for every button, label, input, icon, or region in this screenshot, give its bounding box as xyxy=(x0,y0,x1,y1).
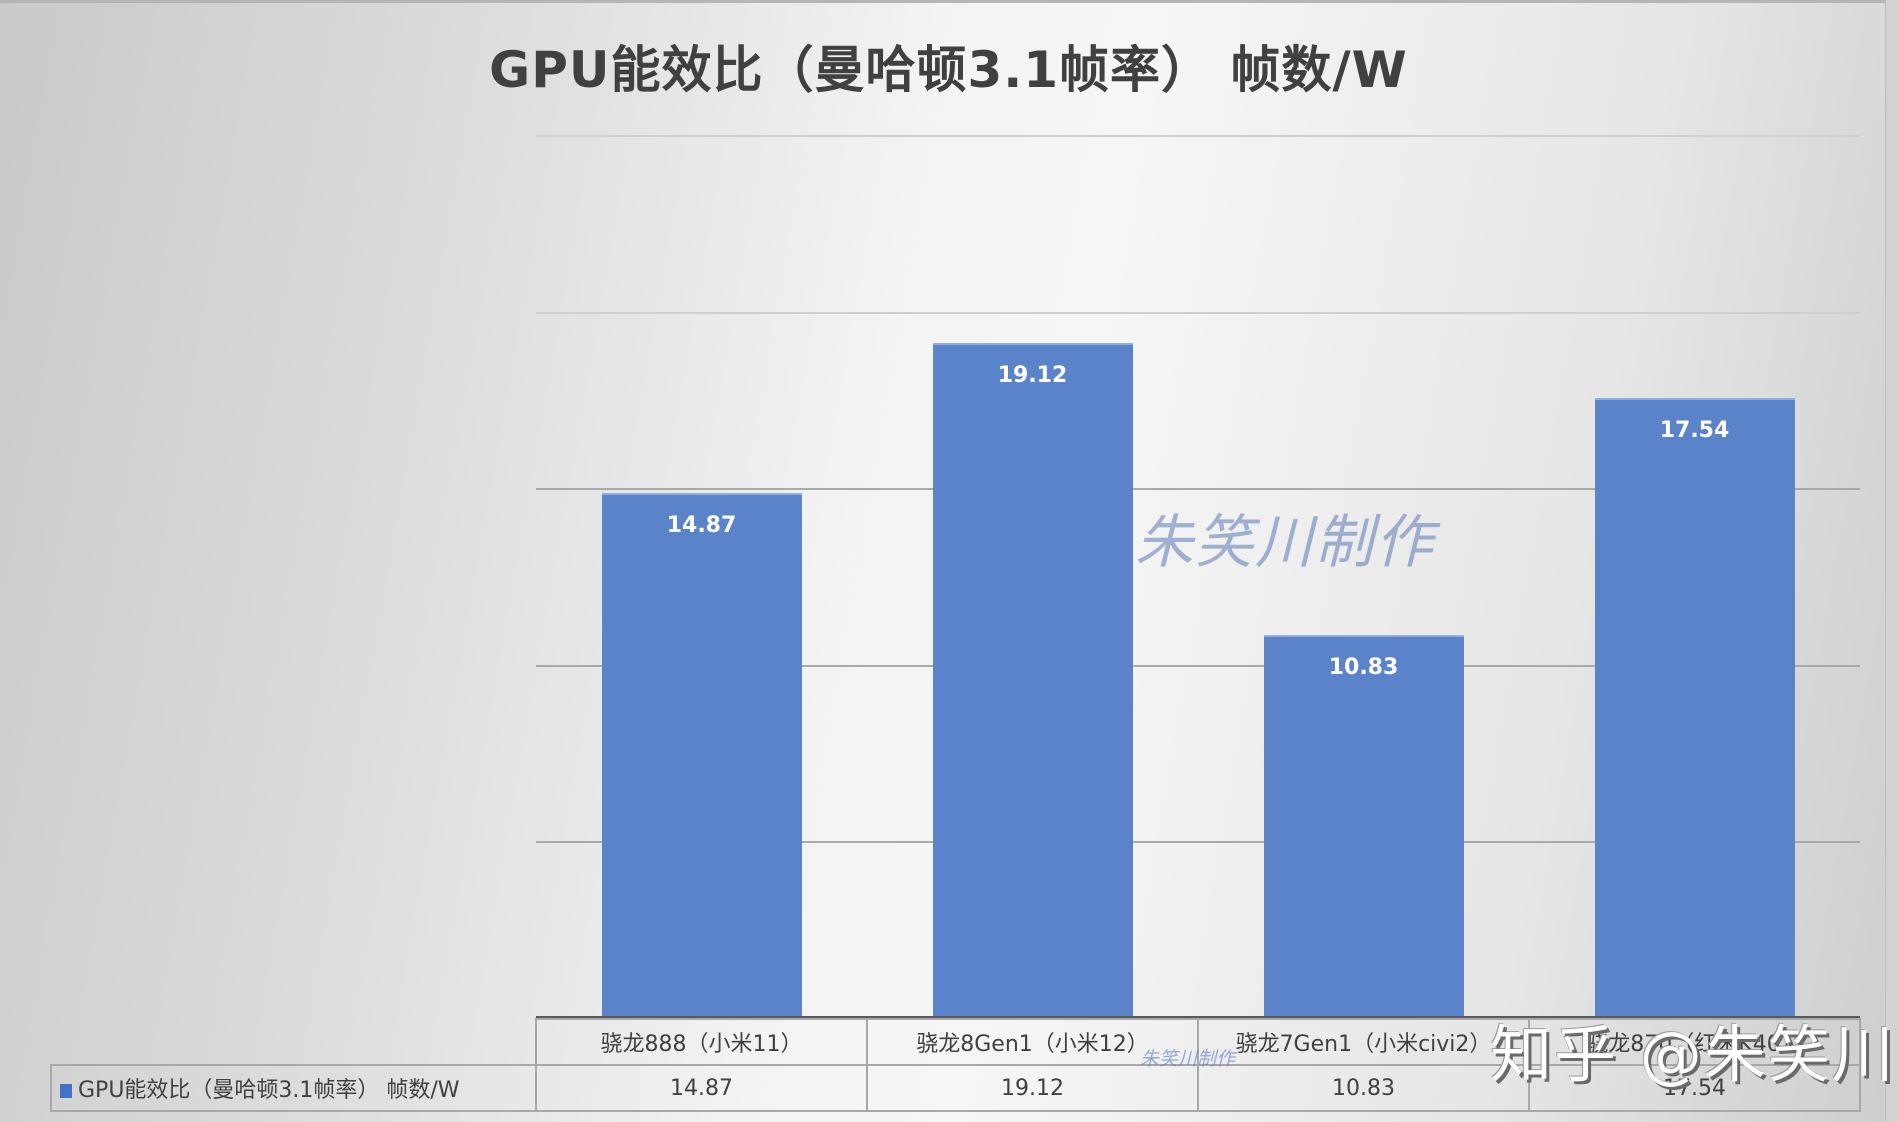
table-header-cell: 骁龙7Gen1（小米civi2） xyxy=(1197,1018,1530,1066)
bar-value-label: 14.87 xyxy=(666,512,737,538)
gridline xyxy=(536,135,1860,137)
gridline xyxy=(536,311,1860,314)
series-label-cell: GPU能效比（曼哈顿3.1帧率） 帧数/W xyxy=(50,1064,537,1112)
table-value-cell: 19.12 xyxy=(866,1064,1199,1112)
right-edge xyxy=(1885,0,1897,1122)
table-header-cell: 骁龙870（红米K40） xyxy=(1528,1018,1861,1066)
table-header-cell: 骁龙8Gen1（小米12） xyxy=(866,1018,1199,1066)
table-value-cell: 10.83 xyxy=(1197,1064,1530,1112)
chart-title: GPU能效比（曼哈顿3.1帧率） 帧数/W xyxy=(489,41,1408,99)
legend-key-icon xyxy=(60,1084,72,1098)
x-axis-line xyxy=(536,1016,1860,1019)
watermark-small: 朱笑川制作 xyxy=(1140,1048,1236,1070)
table-header-row: 骁龙888（小米11） 骁龙8Gen1（小米12） 骁龙7Gen1（小米civi… xyxy=(51,1018,1861,1066)
gridline xyxy=(536,664,1860,667)
table-value-cell: 14.87 xyxy=(535,1064,868,1112)
bar: 19.12 xyxy=(932,342,1133,1018)
table-row: GPU能效比（曼哈顿3.1帧率） 帧数/W 14.87 19.12 10.83 … xyxy=(50,1064,1861,1112)
bar-value-label: 17.54 xyxy=(1659,418,1730,444)
bar-value-label: 19.12 xyxy=(997,362,1068,388)
bar: 17.54 xyxy=(1594,398,1795,1018)
gridline xyxy=(536,488,1860,491)
watermark-zhihu: 知乎 @朱笑川 xyxy=(1490,1018,1896,1091)
bar-value-label: 10.83 xyxy=(1328,655,1399,681)
gridline xyxy=(536,841,1860,844)
bar: 10.83 xyxy=(1263,635,1464,1018)
bar: 14.87 xyxy=(601,492,802,1018)
table-header-cell: 骁龙888（小米11） xyxy=(535,1018,868,1066)
table-corner xyxy=(51,1019,537,1066)
data-table: 骁龙888（小米11） 骁龙8Gen1（小米12） 骁龙7Gen1（小米civi… xyxy=(50,1018,1861,1112)
series-label: GPU能效比（曼哈顿3.1帧率） 帧数/W xyxy=(78,1078,460,1103)
watermark-center: 朱笑川制作 xyxy=(1135,508,1436,576)
top-border xyxy=(0,0,1897,3)
table-value-cell: 17.54 xyxy=(1528,1064,1861,1112)
plot-area: 14.87 19.12 10.83 17.54 xyxy=(536,135,1860,1018)
